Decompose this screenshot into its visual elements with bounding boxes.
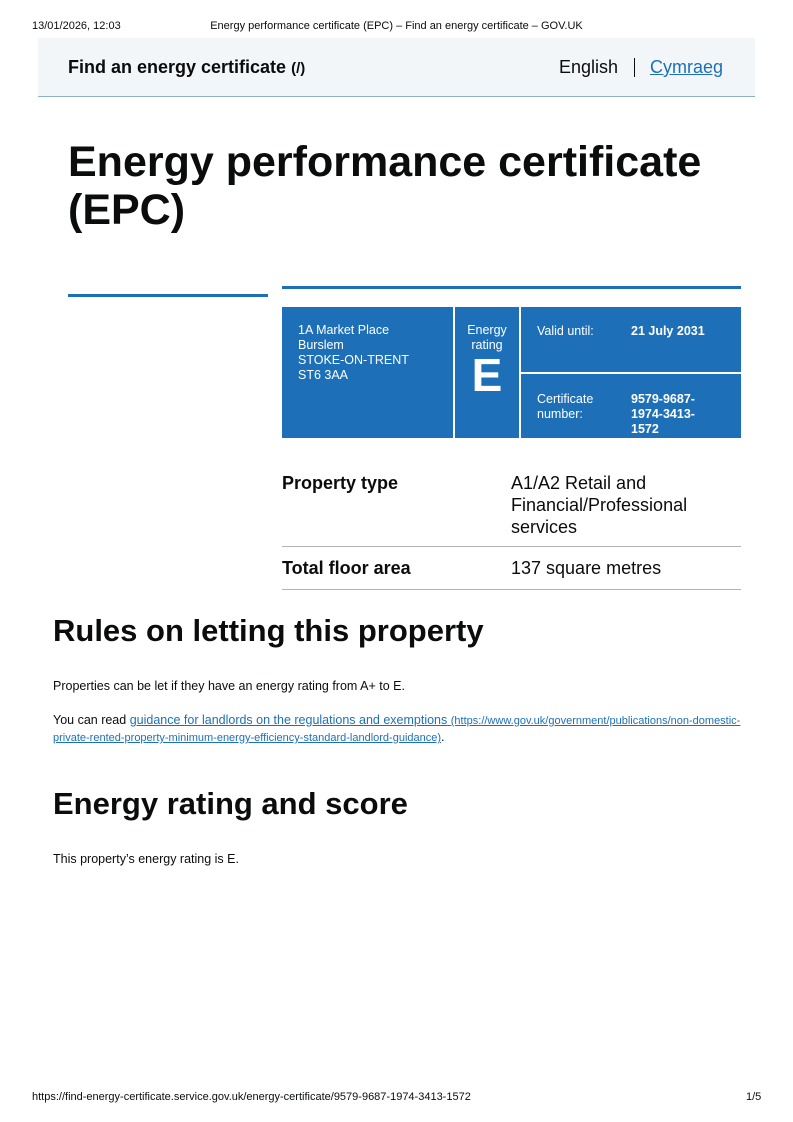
- valid-label: Valid until:: [537, 324, 594, 338]
- print-page-number: 1/5: [746, 1091, 762, 1103]
- rules-paragraph: Properties can be let if they have an en…: [53, 679, 405, 693]
- rules-heading: Rules on letting this property: [53, 613, 484, 648]
- print-url: https://find-energy-certificate.service.…: [32, 1091, 471, 1103]
- address-line: 1A Market Place: [298, 323, 390, 337]
- guidance-link[interactable]: guidance for landlords on the regulation…: [53, 713, 740, 744]
- summary-rule: [282, 286, 741, 289]
- detail-row-floor-area: Total floor area 137 square metres: [282, 557, 741, 590]
- rating-heading: Energy rating and score: [53, 786, 408, 821]
- language-cymraeg-link[interactable]: Cymraeg: [650, 57, 724, 77]
- print-datetime: 13/01/2026, 12:03: [32, 20, 121, 32]
- print-doc-title: Energy performance certificate (EPC) – F…: [210, 20, 583, 32]
- cert-label: Certificate number:: [537, 392, 594, 421]
- address: 1A Market Place Burslem STOKE-ON-TRENT S…: [282, 307, 453, 438]
- certificate-number-cell: Certificate number: 9579-9687-1974-3413-…: [521, 374, 741, 438]
- sidebar-rule: [68, 294, 268, 297]
- address-line: Burslem: [298, 338, 344, 352]
- detail-value: A1/A2 Retail and Financial/Professional …: [511, 473, 688, 537]
- rating-letter: E: [471, 349, 503, 401]
- cert-value: 9579-9687-1974-3413-1572: [631, 392, 695, 436]
- service-link-url: (/): [291, 60, 306, 77]
- site-header: Find an energy certificate (/) English C…: [38, 38, 755, 97]
- language-divider: [634, 58, 635, 77]
- detail-value: 137 square metres: [511, 558, 662, 578]
- link-text: guidance for landlords on the regulation…: [129, 713, 448, 727]
- rating-label: Energy rating: [467, 323, 507, 352]
- service-name-link[interactable]: Find an energy certificate: [68, 57, 287, 77]
- address-line: ST6 3AA: [298, 368, 349, 382]
- address-line: STOKE-ON-TRENT: [298, 353, 409, 367]
- text: .: [441, 730, 445, 744]
- valid-value: 21 July 2031: [631, 324, 705, 338]
- page-title: Energy performance certificate (EPC): [68, 138, 702, 234]
- language-current: English: [559, 57, 619, 77]
- detail-row-property-type: Property type A1/A2 Retail and Financial…: [282, 472, 741, 547]
- link-url: (https://www.gov.uk/government/publicati…: [53, 715, 741, 744]
- detail-key: Total floor area: [282, 558, 411, 578]
- rating-paragraph: This property’s energy rating is E.: [53, 852, 239, 866]
- energy-rating-cell: Energy rating E: [455, 307, 519, 438]
- text: You can read: [53, 713, 130, 727]
- detail-key: Property type: [282, 473, 399, 493]
- guidance-paragraph: You can read guidance for landlords on t…: [53, 712, 743, 746]
- valid-until-cell: Valid until: 21 July 2031: [521, 307, 741, 372]
